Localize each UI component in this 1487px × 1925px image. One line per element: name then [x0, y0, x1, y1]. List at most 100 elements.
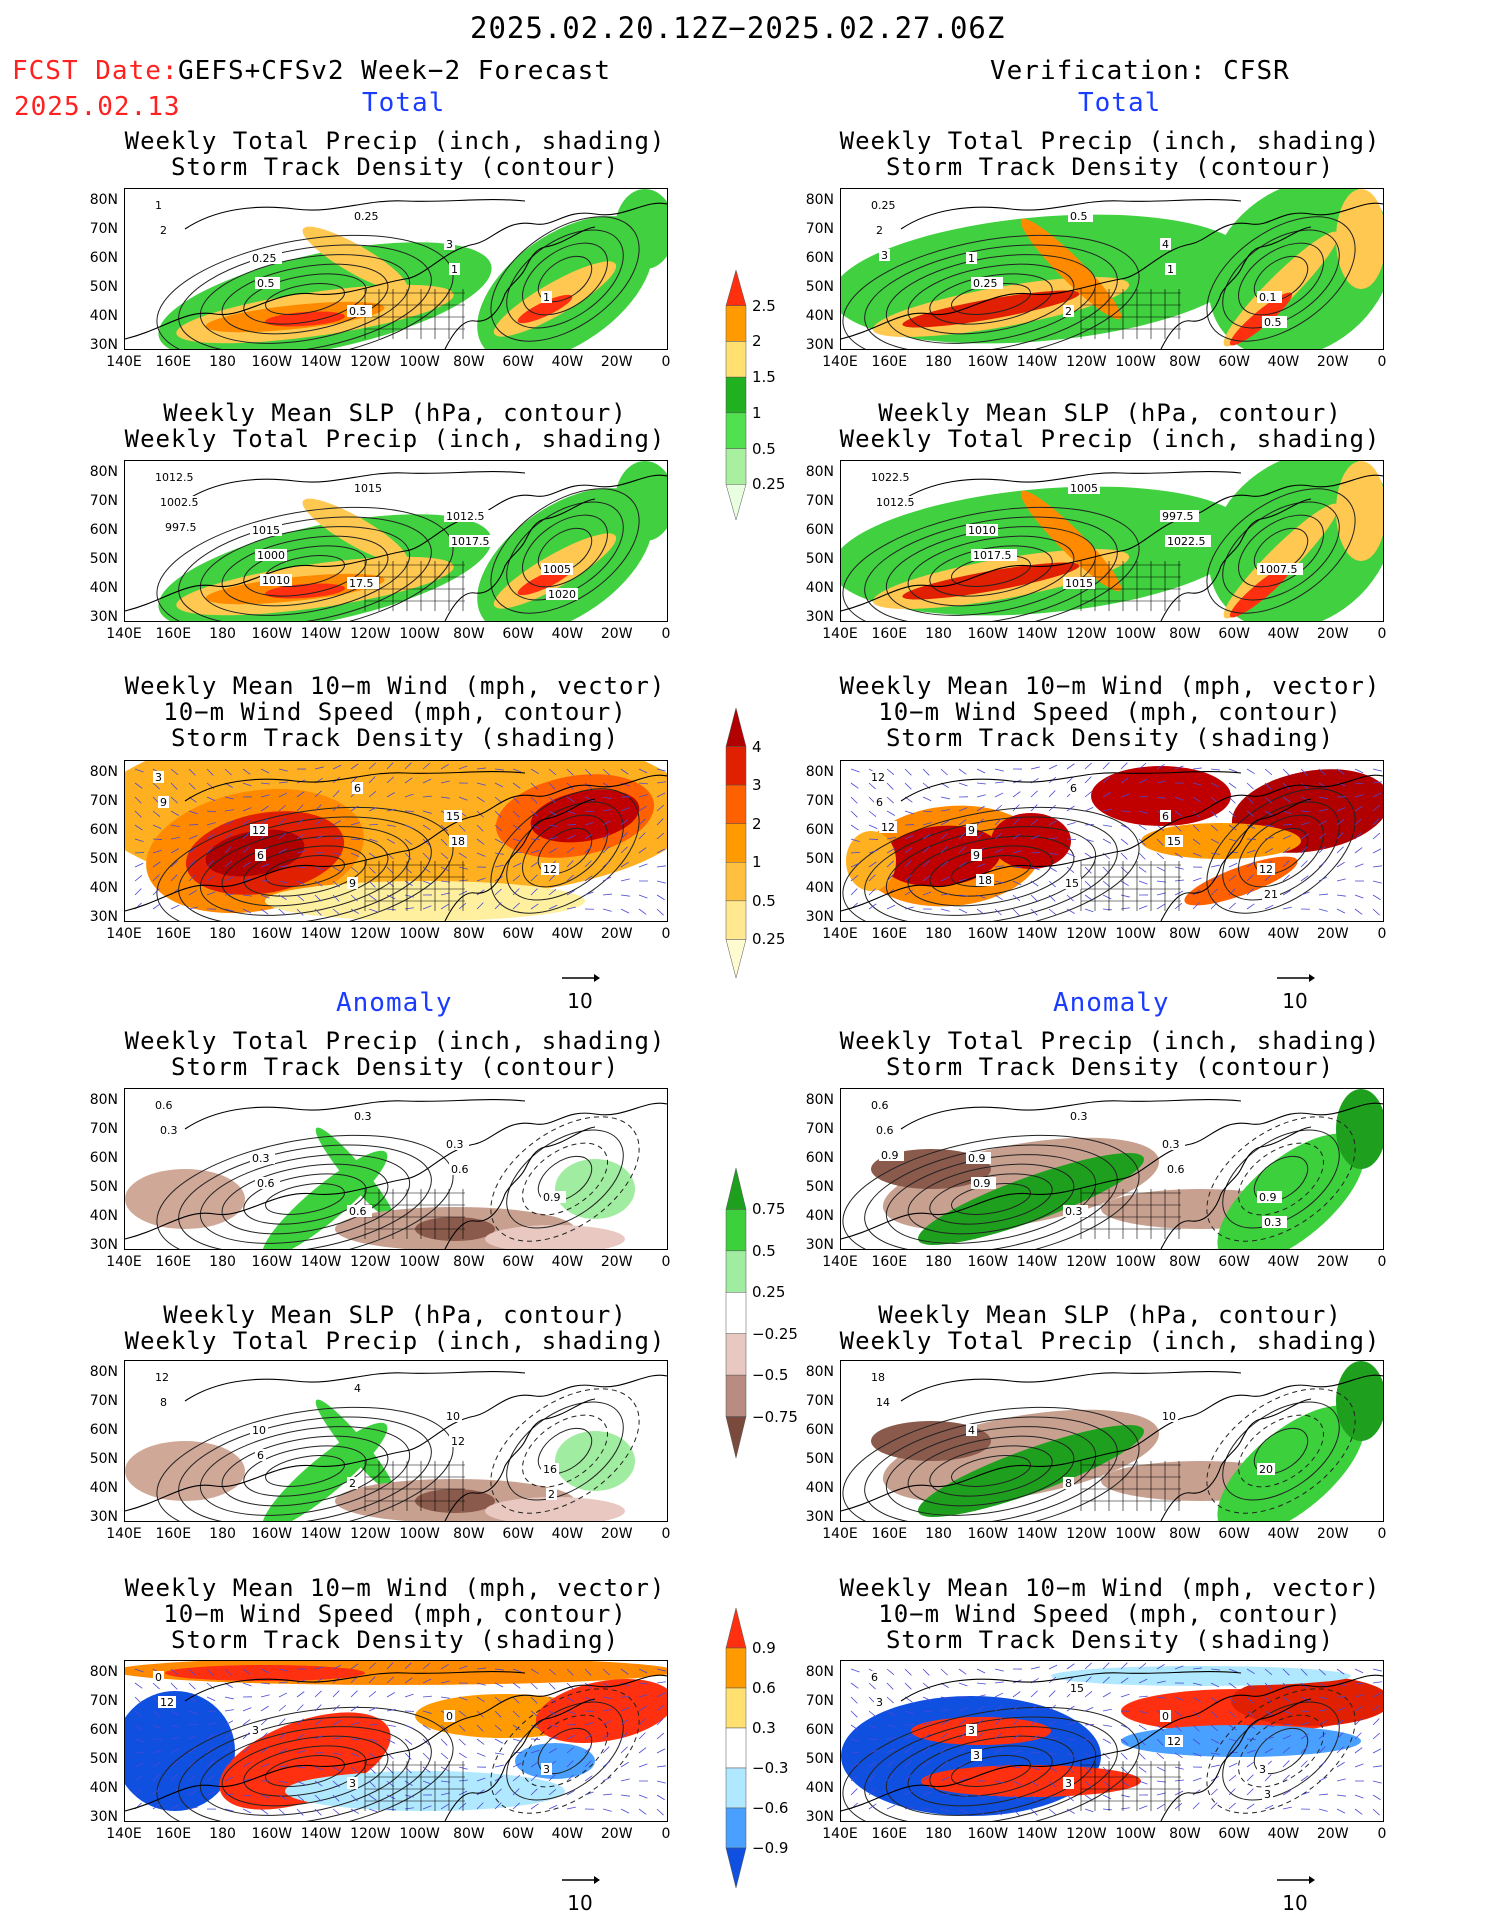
wind-vector — [904, 1735, 914, 1740]
contour-label: 1017.5 — [451, 535, 490, 548]
contour-line — [842, 806, 1140, 921]
wind-vector — [584, 1760, 592, 1768]
wind-vector — [1192, 877, 1202, 882]
wind-vector — [386, 866, 394, 874]
wind-vector — [368, 776, 376, 784]
wind-vector — [1084, 1794, 1093, 1801]
wind-vector — [868, 824, 878, 829]
wind-vector — [476, 1777, 486, 1782]
contour-line — [178, 1144, 432, 1249]
lon-label: 60W — [502, 1254, 534, 1270]
wind-vector — [368, 1794, 377, 1801]
wind-vector — [620, 861, 629, 868]
wind-vector — [1228, 1682, 1237, 1689]
contour-label: 0.3 — [1264, 1216, 1282, 1229]
wind-vector — [1192, 1738, 1201, 1745]
contour-label-bg — [153, 771, 164, 783]
wind-vector — [1318, 1760, 1327, 1768]
wind-vector — [1048, 1794, 1056, 1802]
lat-label: 70N — [805, 1393, 834, 1409]
contour-label: 0 — [1162, 1710, 1169, 1723]
contour-line — [178, 816, 432, 921]
wind-vector — [994, 1718, 1002, 1726]
shading-region — [991, 813, 1071, 869]
shading-region — [265, 311, 345, 327]
contour-line — [907, 1163, 1075, 1235]
wind-vector — [566, 835, 576, 840]
contour-label-bg — [347, 1477, 358, 1489]
lat-label: 40N — [89, 308, 118, 324]
lat-label: 40N — [805, 1208, 834, 1224]
wind-vector — [530, 1749, 540, 1754]
wind-vector — [314, 835, 324, 840]
wind-vector — [602, 1746, 610, 1754]
lat-label: 40N — [89, 1780, 118, 1796]
contour-label-bg — [869, 199, 901, 211]
wind-vector — [314, 1719, 323, 1726]
wind-vector — [152, 888, 160, 896]
wind-vector — [224, 876, 234, 882]
wind-vector — [1012, 850, 1022, 854]
wind-vector — [1282, 1668, 1290, 1676]
colorbar-segment — [725, 746, 747, 786]
contour-label: 1 — [1167, 263, 1174, 276]
wind-vector — [904, 1789, 913, 1796]
wind-vector — [1192, 767, 1202, 770]
wind-vector — [512, 1682, 521, 1689]
lon-label: 20W — [1316, 1254, 1349, 1270]
wind-vector — [1084, 1691, 1093, 1698]
map-panel-r5-right: 18 4 8 10 20 14 — [840, 1360, 1384, 1522]
wind-vector — [1336, 1778, 1346, 1782]
panel-title-r6-left: Weekly Mean 10−m Wind (mph, vector) 10−m… — [124, 1574, 666, 1654]
contour-line — [178, 1416, 432, 1521]
wind-vector — [1120, 1662, 1128, 1670]
wind-vector — [368, 1676, 376, 1684]
shading-region — [1020, 218, 1122, 320]
wind-vector — [260, 1694, 270, 1698]
lon-label: 60W — [1218, 1254, 1250, 1270]
lon-label: 120W — [1066, 354, 1107, 370]
wind-vector — [512, 1724, 521, 1731]
wind-vector — [404, 762, 412, 770]
lon-label: 160W — [967, 626, 1009, 642]
contour-line — [221, 1435, 389, 1507]
wind-vector — [922, 1746, 930, 1754]
wind-vector — [638, 1747, 647, 1754]
lon-label: 100W — [1115, 1826, 1156, 1842]
lat-label: 80N — [805, 464, 834, 480]
wind-vector — [868, 874, 876, 882]
wind-vector — [368, 1780, 376, 1788]
wind-vector — [224, 820, 234, 826]
wind-vector — [404, 1724, 414, 1729]
wind-vector — [602, 1760, 611, 1768]
wind-vector — [566, 1668, 574, 1676]
wind-vector — [656, 1808, 664, 1816]
wind-vector — [602, 1709, 612, 1712]
lon-label: 40W — [1267, 354, 1300, 370]
contour-label: 3 — [349, 1777, 356, 1790]
wind-vector — [440, 796, 450, 799]
wind-vector — [922, 1775, 931, 1782]
wind-vector — [638, 782, 648, 785]
wind-vector — [152, 1682, 160, 1690]
wind-vector — [1336, 768, 1345, 775]
lon-label: 100W — [1115, 354, 1156, 370]
wind-vector — [1084, 866, 1092, 874]
lon-label: 160W — [967, 1254, 1009, 1270]
section-anomaly-right: Anomaly — [1053, 988, 1170, 1018]
wind-vector — [584, 833, 593, 840]
wind-vector — [620, 846, 628, 854]
contour-label: 0.9 — [973, 1177, 991, 1190]
contour-label: 1015 — [1065, 577, 1093, 590]
lat-label: 60N — [805, 522, 834, 538]
verification-source: Verification: CFSR — [990, 56, 1290, 86]
colorbar-segment — [725, 939, 747, 979]
wind-vector — [278, 1748, 288, 1754]
wind-vector — [1120, 1693, 1130, 1698]
lon-label: 160W — [251, 1254, 293, 1270]
wind-vector — [850, 838, 860, 842]
lon-label: 160E — [155, 1526, 192, 1542]
wind-vector — [994, 894, 1003, 901]
wind-vector — [494, 1682, 504, 1688]
wind-vector — [1030, 835, 1040, 840]
